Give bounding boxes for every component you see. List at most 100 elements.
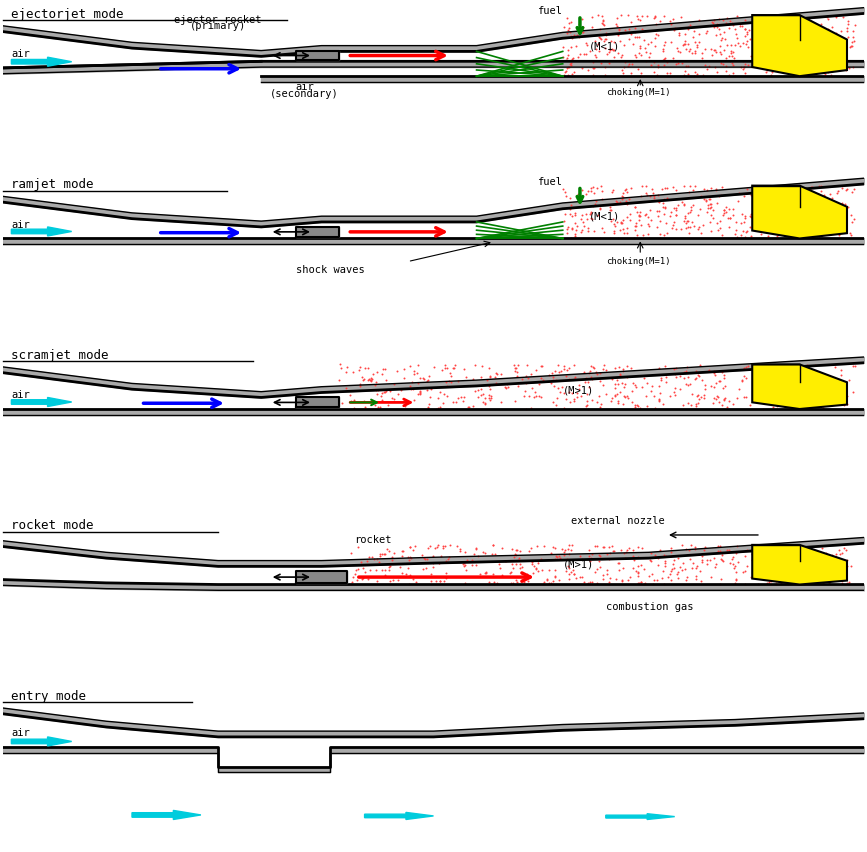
Point (790, 183, 804, 197)
Point (668, 216, 681, 229)
Point (638, 209, 652, 222)
Point (608, 43, 622, 57)
Point (631, 13, 645, 26)
Point (810, 226, 824, 239)
Text: fuel: fuel (537, 7, 562, 16)
Point (818, 189, 831, 203)
Point (677, 366, 691, 380)
Point (786, 39, 799, 53)
Point (804, 59, 818, 72)
Point (791, 32, 805, 45)
Point (586, 361, 600, 375)
Point (550, 392, 564, 406)
Point (668, 363, 681, 377)
Point (559, 364, 573, 377)
Point (766, 566, 780, 579)
Point (685, 538, 699, 552)
Point (703, 554, 717, 567)
Point (373, 401, 387, 415)
Point (369, 552, 383, 566)
Point (658, 181, 672, 195)
Point (602, 540, 616, 554)
Point (683, 221, 697, 234)
Point (753, 553, 766, 567)
Point (835, 226, 849, 239)
Point (831, 55, 844, 68)
Point (645, 567, 659, 581)
Point (712, 395, 726, 409)
Point (616, 363, 629, 377)
Point (829, 57, 843, 71)
Point (658, 555, 672, 568)
Point (746, 44, 760, 58)
Point (715, 553, 729, 567)
Point (754, 60, 768, 73)
Point (587, 225, 601, 239)
Point (631, 541, 645, 555)
Point (685, 562, 699, 576)
Point (404, 552, 418, 566)
Point (408, 539, 422, 553)
Point (733, 383, 746, 396)
Point (838, 198, 852, 211)
Point (844, 42, 857, 55)
Point (681, 227, 695, 240)
Point (828, 209, 842, 222)
Point (385, 392, 399, 406)
Point (772, 373, 786, 387)
Point (586, 62, 600, 76)
Point (819, 570, 833, 584)
Point (834, 369, 848, 383)
Point (818, 369, 831, 383)
Point (585, 576, 599, 590)
Point (413, 387, 427, 400)
Point (642, 47, 656, 60)
Point (822, 567, 836, 581)
Point (357, 395, 371, 409)
Point (659, 201, 673, 215)
Point (668, 561, 681, 575)
Point (706, 396, 720, 410)
Point (479, 566, 493, 579)
Point (598, 69, 612, 83)
Point (370, 389, 384, 402)
Point (786, 383, 799, 397)
Point (690, 559, 704, 573)
Point (339, 366, 353, 379)
Point (616, 214, 630, 227)
Point (663, 568, 677, 582)
Point (403, 360, 417, 373)
Point (364, 372, 378, 386)
Point (827, 196, 841, 210)
Point (614, 217, 628, 231)
Point (812, 59, 826, 72)
Point (714, 57, 727, 71)
Point (720, 205, 733, 219)
Point (450, 539, 464, 553)
Point (429, 403, 443, 417)
Point (839, 64, 853, 78)
Point (596, 569, 610, 583)
Point (825, 50, 839, 64)
Point (563, 548, 577, 561)
Point (786, 380, 800, 394)
Point (632, 576, 646, 590)
Point (763, 563, 777, 577)
Point (603, 233, 617, 246)
Point (523, 544, 537, 558)
Point (579, 400, 593, 413)
Point (433, 556, 447, 570)
Point (840, 389, 854, 403)
Point (616, 377, 629, 390)
Point (440, 390, 454, 404)
Point (763, 371, 777, 385)
Point (536, 373, 550, 387)
Point (707, 369, 721, 383)
Point (531, 565, 545, 579)
Point (790, 209, 804, 222)
Point (577, 220, 591, 233)
Point (672, 551, 686, 565)
Point (751, 566, 765, 579)
Point (811, 570, 825, 584)
Point (844, 229, 857, 243)
